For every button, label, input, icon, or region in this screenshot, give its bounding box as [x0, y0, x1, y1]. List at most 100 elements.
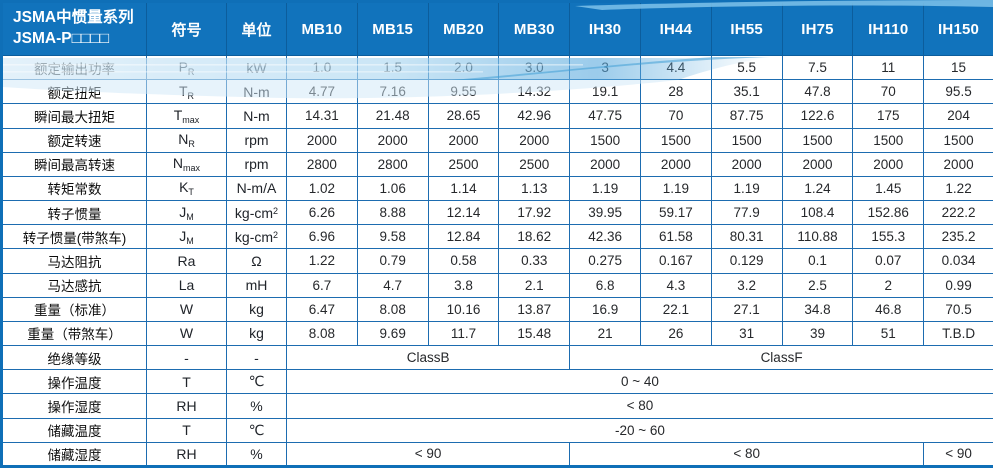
spec-value: 1.19 [710, 175, 783, 202]
spec-value: 4.7 [356, 272, 429, 298]
row-unit: mH [226, 272, 287, 298]
row-symbol: TR [146, 79, 227, 105]
row-unit: kg-cm2 [226, 200, 287, 226]
spec-value: 2500 [498, 151, 571, 177]
spec-value: 0 ~ 40 [286, 369, 993, 395]
spec-row: 额定输出功率 PR kW 1.0 1.5 2.0 3.0 3 4.4 5.5 7.5 11 15 [1, 54, 993, 81]
model-header: IH55 [710, 1, 783, 56]
spec-row: 操作湿度 RH% < 80 [1, 393, 993, 419]
spec-value: 1.02 [286, 175, 358, 202]
spec-value: 0.07 [852, 248, 925, 274]
spec-value: 11.7 [427, 320, 500, 347]
spec-row: 操作温度 T ℃ 0 ~ 40 [1, 369, 993, 395]
row-unit: N-m [226, 79, 287, 105]
spec-value: 1.19 [639, 175, 712, 202]
spec-value: 28 [639, 79, 712, 105]
spec-value: 0.034 [923, 248, 993, 274]
row-symbol: Ra [146, 248, 227, 274]
spec-value: 70 [639, 103, 712, 129]
spec-value: 39.95 [569, 200, 641, 226]
row-unit: Ω [226, 248, 287, 274]
row-label: 绝缘等级 [1, 345, 147, 371]
row-label: 转子惯量 [1, 200, 147, 226]
spec-row: 绝缘等级 - - ClassB ClassF [1, 345, 993, 371]
model-header: MB15 [356, 1, 429, 56]
spec-value: 0.99 [923, 272, 993, 298]
spec-value: 70 [852, 79, 925, 105]
spec-value: 2000 [427, 127, 500, 153]
row-unit: N-m/A [226, 175, 287, 202]
spec-value: 2000 [498, 127, 571, 153]
spec-value: 12.84 [427, 224, 500, 250]
spec-value: 1500 [569, 127, 641, 153]
row-label: 瞬间最高转速 [1, 151, 147, 177]
row-symbol: - [146, 345, 227, 371]
spec-value: 21 [569, 320, 641, 347]
model-header: IH44 [639, 1, 712, 56]
spec-value: 18.62 [498, 224, 571, 250]
spec-row: 额定转速 NR rpm 2000 2000 2000 2000 1500 1500 1500 150… [1, 127, 993, 153]
model-header: MB20 [427, 1, 500, 56]
spec-value: 47.75 [569, 103, 641, 129]
spec-value: 235.2 [923, 224, 993, 250]
spec-value: 175 [852, 103, 925, 129]
spec-value: ClassF [569, 345, 993, 371]
spec-value: 2000 [639, 151, 712, 177]
spec-value: 2500 [427, 151, 500, 177]
spec-value: 1.22 [286, 248, 358, 274]
row-label: 马达感抗 [1, 272, 147, 298]
spec-value: 8.08 [286, 320, 358, 347]
symbol-column-header: 符号 [146, 1, 227, 56]
row-label: 重量（带煞车） [1, 320, 147, 347]
spec-value: 2.5 [781, 272, 854, 298]
spec-value: 2000 [569, 151, 641, 177]
spec-value: 1500 [639, 127, 712, 153]
spec-value: 2.0 [427, 54, 500, 81]
row-unit: rpm [226, 151, 287, 177]
spec-value: 1.06 [356, 175, 429, 202]
spec-value: 2800 [356, 151, 429, 177]
spec-value: 0.58 [427, 248, 500, 274]
spec-value: 3.0 [498, 54, 571, 81]
spec-value: 3.2 [710, 272, 783, 298]
spec-value: 51 [852, 320, 925, 347]
spec-value: 2800 [286, 151, 358, 177]
row-label: 额定输出功率 [1, 54, 147, 81]
row-label: 储藏温度 [1, 417, 147, 443]
spec-value: 110.88 [781, 224, 854, 250]
spec-value: 0.275 [569, 248, 641, 274]
spec-row: 马达阻抗 Ra Ω 1.22 0.79 0.58 0.33 0.275 0.167 0.129 0.… [1, 248, 993, 274]
spec-value: 7.16 [356, 79, 429, 105]
spec-value: 155.3 [852, 224, 925, 250]
row-symbol: JM [146, 200, 227, 226]
spec-value: 14.32 [498, 79, 571, 105]
spec-value: 3.8 [427, 272, 500, 298]
spec-value: 6.96 [286, 224, 358, 250]
spec-row: 储藏湿度 RH% < 90 < 80 < 90 [1, 441, 993, 468]
spec-value: 1.14 [427, 175, 500, 202]
model-header: IH75 [781, 1, 854, 56]
spec-value: 35.1 [710, 79, 783, 105]
row-unit: kg [226, 320, 287, 347]
spec-value: 1500 [852, 127, 925, 153]
spec-value: 42.96 [498, 103, 571, 129]
spec-value: 15.48 [498, 320, 571, 347]
row-symbol: RH [146, 441, 227, 468]
spec-value: 2.1 [498, 272, 571, 298]
spec-value: 9.55 [427, 79, 500, 105]
row-symbol: La [146, 272, 227, 298]
spec-row: 瞬间最高转速 Nmax rpm 2800 2800 2500 2500 2000 2000 200… [1, 151, 993, 177]
row-label: 额定转速 [1, 127, 147, 153]
spec-value: 2000 [923, 151, 993, 177]
spec-value: 28.65 [427, 103, 500, 129]
spec-value: 39 [781, 320, 854, 347]
unit-column-header: 单位 [226, 1, 287, 56]
row-symbol: NR [146, 127, 227, 153]
spec-value: 15 [923, 54, 993, 81]
spec-value: 1.0 [286, 54, 358, 81]
spec-value: 31 [710, 320, 783, 347]
spec-value: 1.5 [356, 54, 429, 81]
series-title-line2: JSMA-P□□□□ [13, 30, 110, 47]
row-unit: kW [226, 54, 287, 81]
